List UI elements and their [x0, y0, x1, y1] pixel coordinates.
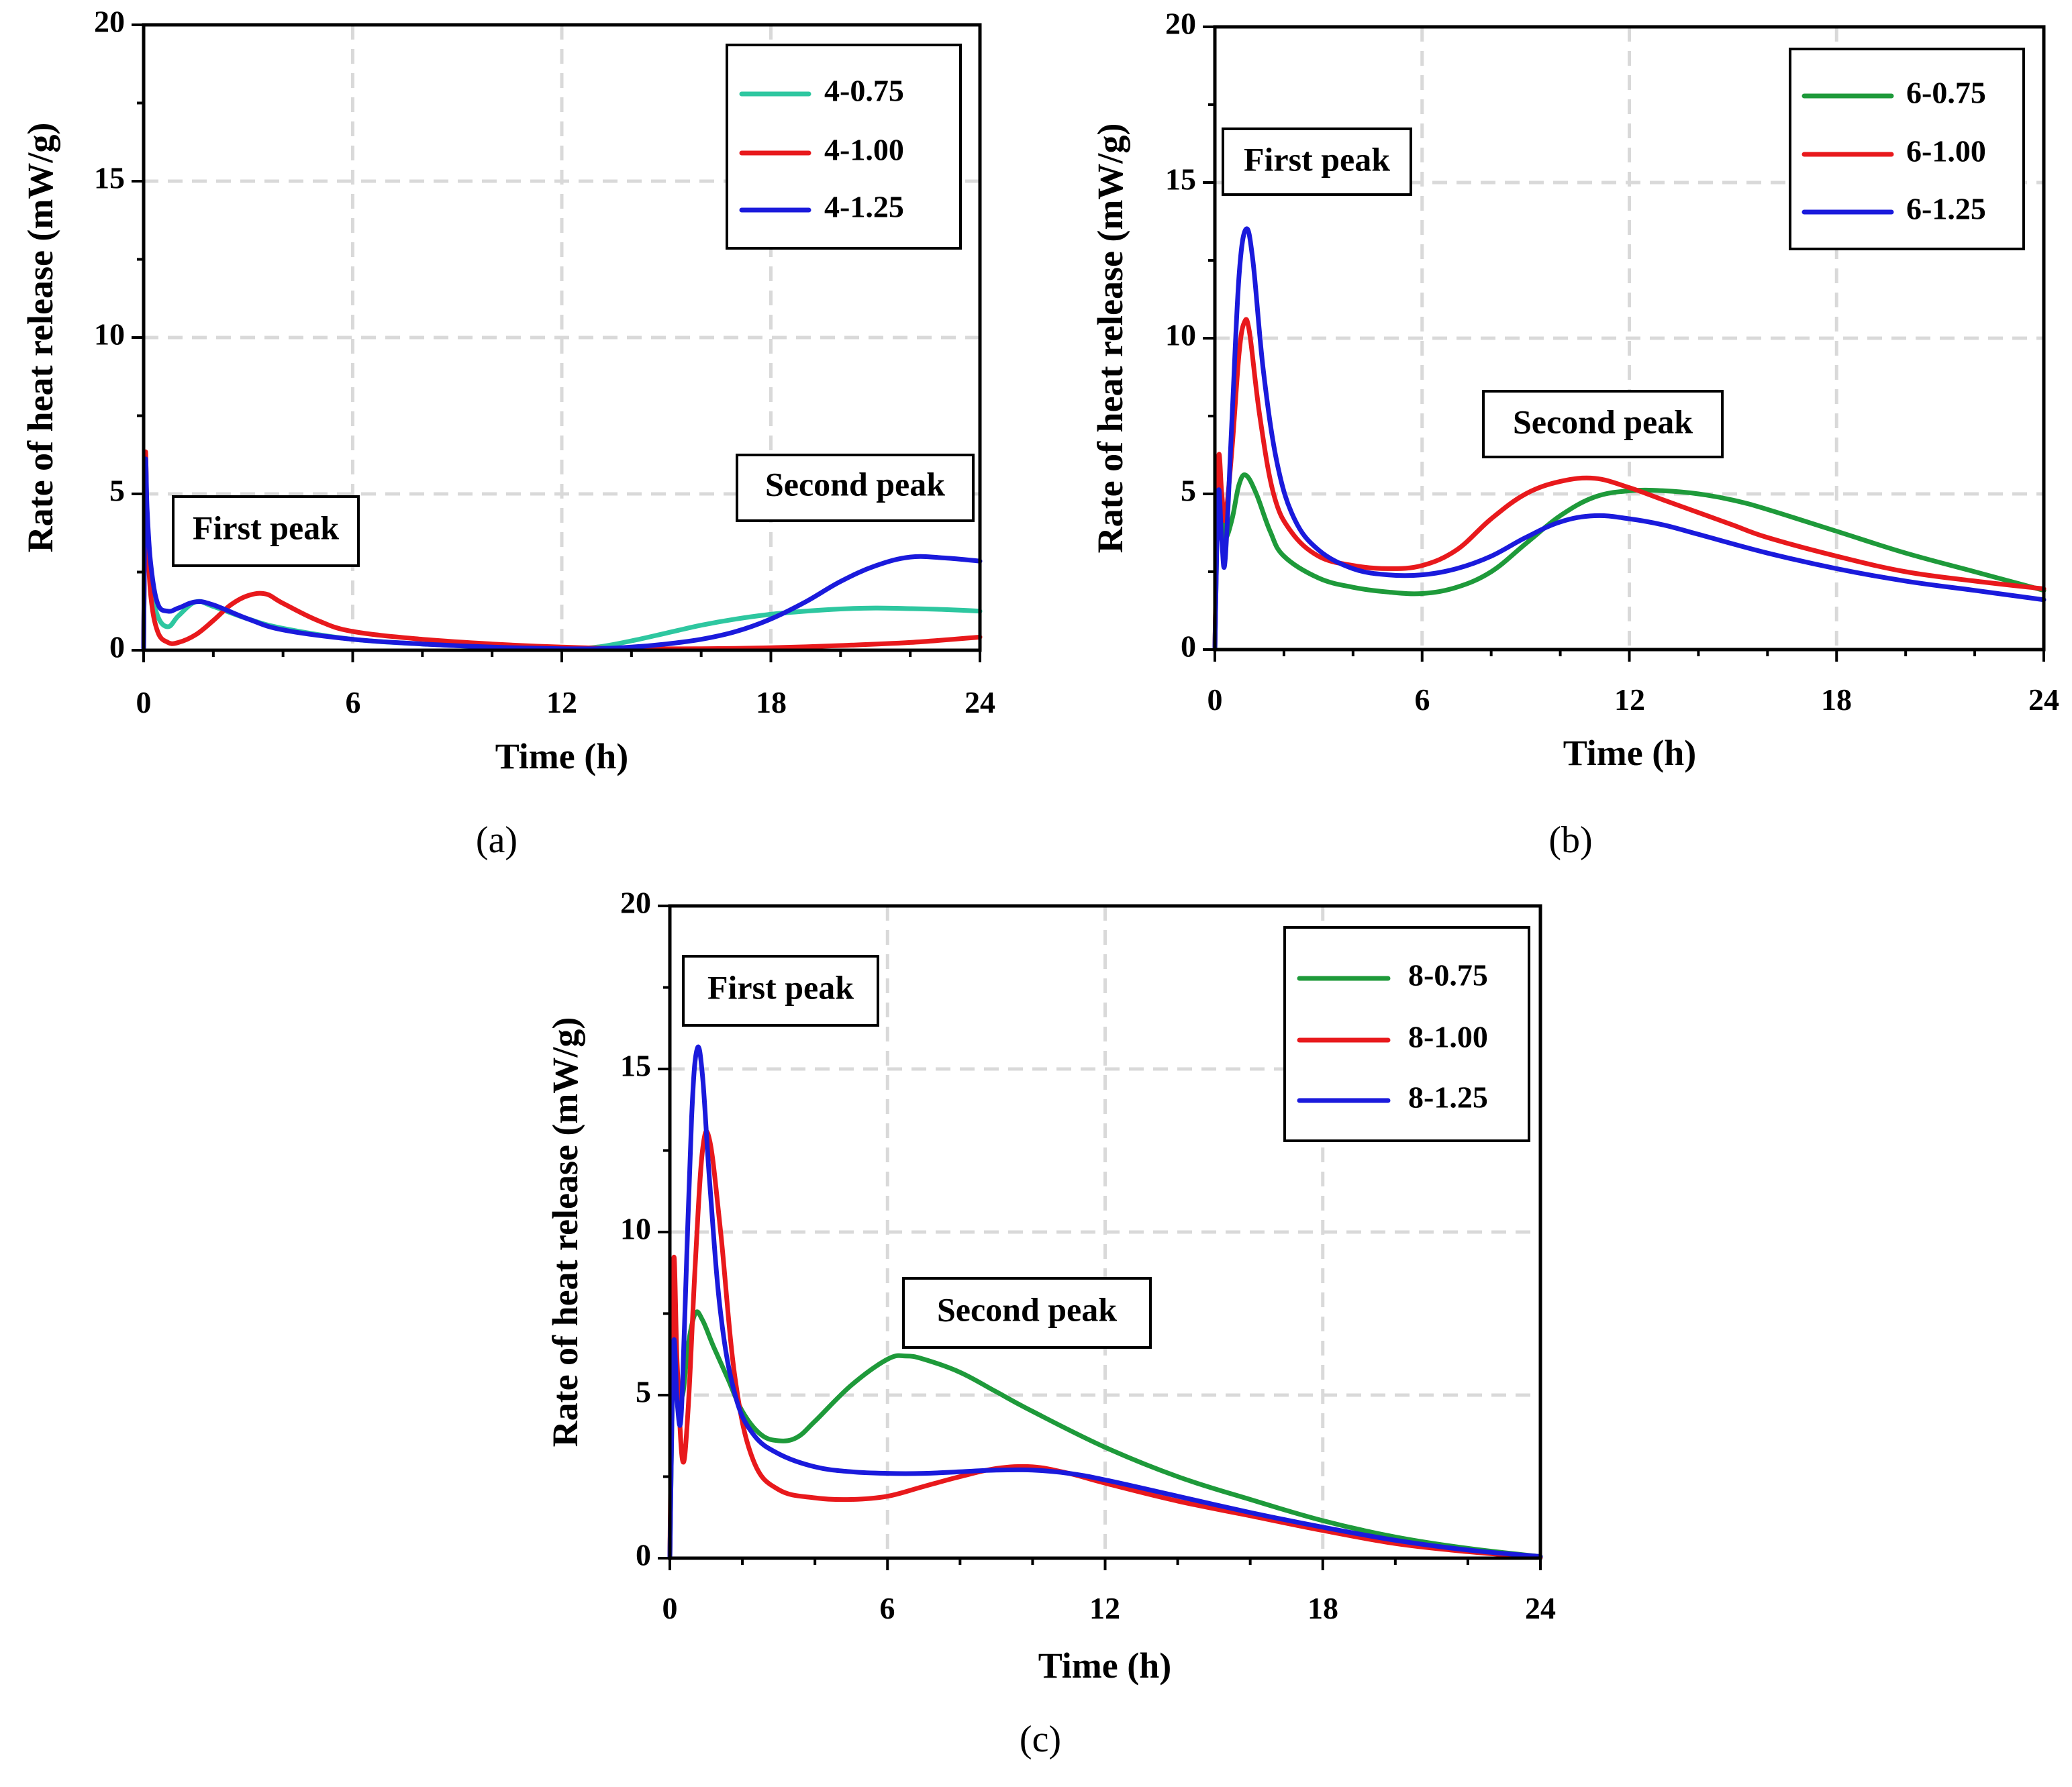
y-tick-label: 0	[1181, 629, 1196, 664]
y-tick-label: 10	[94, 317, 125, 352]
y-tick-label: 5	[1181, 474, 1196, 508]
panel-caption: (b)	[1548, 819, 1592, 861]
y-tick-label: 20	[94, 5, 125, 39]
annotation-box-first-peak	[682, 955, 879, 1027]
panel-c: 0 5 10 15 20 0 6 12 18 24 Time (h) Rate …	[545, 886, 1556, 1760]
x-tick-label: 6	[880, 1591, 895, 1625]
annotation-first-peak: First peak	[707, 968, 854, 1006]
x-tick-label: 18	[1308, 1591, 1338, 1625]
annotation-second-peak: Second peak	[1513, 403, 1693, 440]
annotation-second-peak: Second peak	[937, 1290, 1117, 1328]
ticks	[132, 23, 981, 662]
x-tick-label: 18	[756, 685, 787, 719]
y-tick-label: 15	[1165, 162, 1196, 197]
annotation-first-peak: First peak	[193, 509, 339, 546]
series-lines	[1212, 226, 2046, 652]
x-tick-label: 12	[1614, 682, 1645, 717]
panel-caption: (a)	[476, 819, 517, 861]
x-tick-label: 0	[136, 685, 152, 719]
ticks	[658, 905, 1542, 1570]
x-tick-label: 24	[1525, 1591, 1556, 1625]
legend-label-8-0.75: 8-0.75	[1408, 958, 1488, 992]
legend-label-6-1.00: 6-1.00	[1906, 134, 1986, 168]
y-axis-title: Rate of heat release (mW/g)	[20, 123, 60, 553]
series-line-6-1.25	[1212, 226, 2046, 652]
y-tick-label: 5	[109, 474, 125, 508]
panel-a: 0 5 10 15 20 0 6 12 18 24 Time (h) Rate …	[20, 5, 995, 861]
legend-label-4-1.00: 4-1.00	[824, 133, 904, 167]
series-line-4-1.00	[141, 449, 983, 653]
x-tick-label: 24	[2028, 682, 2059, 717]
y-tick-label: 15	[620, 1049, 651, 1083]
x-tick-label: 0	[662, 1591, 678, 1625]
y-tick-label: 20	[620, 886, 651, 920]
annotation-box-second-peak	[1482, 390, 1724, 458]
x-tick-label: 12	[546, 685, 577, 719]
annotation-box-first-peak	[1222, 127, 1412, 196]
y-axis-title: Rate of heat release (mW/g)	[1090, 123, 1130, 554]
legend-label-8-1.25: 8-1.25	[1408, 1080, 1488, 1115]
annotation-box-second-peak	[736, 454, 975, 522]
legend-label-8-1.00: 8-1.00	[1408, 1020, 1488, 1054]
annotation-box-second-peak	[902, 1277, 1152, 1349]
y-tick-label: 10	[1165, 318, 1196, 352]
y-tick-label: 0	[636, 1538, 651, 1572]
series-line-8-1.25	[667, 1044, 1543, 1561]
x-tick-label: 12	[1089, 1591, 1120, 1625]
series-line-8-0.75	[667, 1309, 1543, 1561]
panel-b: 0 5 10 15 20 0 6 12 18 24 Time (h) Rate …	[1090, 7, 2059, 861]
annotation-box-first-peak	[172, 495, 360, 567]
x-axis-title: Time (h)	[1563, 733, 1697, 773]
y-tick-label: 15	[94, 161, 125, 195]
panel-caption: (c)	[1020, 1719, 1061, 1760]
annotation-first-peak: First peak	[1244, 140, 1390, 178]
x-axis-title: Time (h)	[1038, 1645, 1172, 1686]
series-line-8-1.00	[667, 1129, 1543, 1561]
legend-label-4-0.75: 4-0.75	[824, 74, 904, 108]
x-tick-label: 6	[346, 685, 361, 719]
series-line-6-0.75	[1212, 472, 2046, 652]
x-axis-title: Time (h)	[495, 736, 629, 776]
legend-label-6-0.75: 6-0.75	[1906, 76, 1986, 110]
y-tick-label: 20	[1165, 7, 1196, 41]
y-tick-label: 5	[636, 1375, 651, 1409]
x-tick-label: 18	[1821, 682, 1852, 717]
y-tick-label: 10	[620, 1212, 651, 1246]
series-lines	[667, 1044, 1543, 1561]
ticks	[1203, 25, 2045, 662]
series-lines	[141, 449, 983, 653]
x-tick-label: 24	[965, 685, 995, 719]
y-axis-title: Rate of heat release (mW/g)	[545, 1017, 585, 1447]
legend-box	[726, 44, 962, 250]
legend-label-4-1.25: 4-1.25	[824, 190, 904, 224]
legend-box	[1789, 48, 2025, 250]
y-tick-label: 0	[109, 630, 125, 664]
legend-box	[1283, 926, 1530, 1142]
annotation-second-peak: Second peak	[765, 465, 945, 503]
x-tick-label: 0	[1207, 682, 1223, 717]
legend-label-6-1.25: 6-1.25	[1906, 192, 1986, 226]
x-tick-label: 6	[1415, 682, 1430, 717]
series-line-4-1.25	[141, 456, 983, 653]
